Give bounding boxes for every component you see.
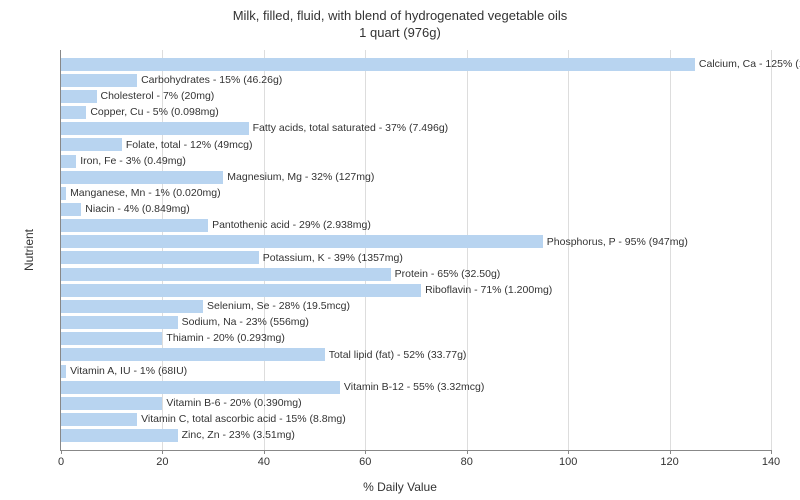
bar-row: Iron, Fe - 3% (0.49mg) — [61, 154, 771, 168]
bar-row: Vitamin C, total ascorbic acid - 15% (8.… — [61, 413, 771, 427]
y-axis-label: Nutrient — [22, 229, 36, 271]
bar-row: Cholesterol - 7% (20mg) — [61, 89, 771, 103]
bar-label: Folate, total - 12% (49mcg) — [126, 140, 253, 151]
chart-title: Milk, filled, fluid, with blend of hydro… — [0, 0, 800, 42]
bar-label: Protein - 65% (32.50g) — [395, 269, 501, 280]
x-tick-label: 120 — [660, 456, 678, 468]
bar — [61, 397, 162, 410]
bar-label: Carbohydrates - 15% (46.26g) — [141, 75, 282, 86]
bar — [61, 171, 223, 184]
x-tick-label: 20 — [156, 456, 168, 468]
bar — [61, 138, 122, 151]
bar-row: Manganese, Mn - 1% (0.020mg) — [61, 186, 771, 200]
bar-label: Vitamin C, total ascorbic acid - 15% (8.… — [141, 414, 346, 425]
bar-label: Calcium, Ca - 125% (1249mg) — [699, 59, 800, 70]
bar-label: Total lipid (fat) - 52% (33.77g) — [329, 350, 467, 361]
bar-label: Iron, Fe - 3% (0.49mg) — [80, 156, 186, 167]
bar-row: Selenium, Se - 28% (19.5mcg) — [61, 299, 771, 313]
x-tick-label: 0 — [58, 456, 64, 468]
x-tick-label: 60 — [359, 456, 371, 468]
bar — [61, 106, 86, 119]
bar-row: Fatty acids, total saturated - 37% (7.49… — [61, 122, 771, 136]
bar-label: Manganese, Mn - 1% (0.020mg) — [70, 188, 221, 199]
bar-row: Vitamin B-12 - 55% (3.32mcg) — [61, 380, 771, 394]
bar — [61, 122, 249, 135]
x-tick-mark — [264, 450, 265, 454]
bar-row: Pantothenic acid - 29% (2.938mg) — [61, 219, 771, 233]
bar-label: Phosphorus, P - 95% (947mg) — [547, 237, 688, 248]
bar — [61, 58, 695, 71]
bar-row: Riboflavin - 71% (1.200mg) — [61, 283, 771, 297]
x-axis-label: % Daily Value — [363, 480, 437, 494]
bar-label: Vitamin B-6 - 20% (0.390mg) — [166, 398, 301, 409]
bar — [61, 348, 325, 361]
title-line-1: Milk, filled, fluid, with blend of hydro… — [233, 8, 568, 23]
bar-label: Potassium, K - 39% (1357mg) — [263, 253, 403, 264]
x-tick-mark — [771, 450, 772, 454]
bar — [61, 74, 137, 87]
bar-row: Zinc, Zn - 23% (3.51mg) — [61, 429, 771, 443]
x-tick-mark — [568, 450, 569, 454]
bar-row: Folate, total - 12% (49mcg) — [61, 138, 771, 152]
bar — [61, 284, 421, 297]
bar — [61, 203, 81, 216]
bar-label: Cholesterol - 7% (20mg) — [101, 91, 215, 102]
bar — [61, 90, 97, 103]
x-tick-mark — [365, 450, 366, 454]
bar — [61, 300, 203, 313]
bar-label: Sodium, Na - 23% (556mg) — [182, 317, 309, 328]
bar-label: Vitamin B-12 - 55% (3.32mcg) — [344, 382, 484, 393]
bar-row: Sodium, Na - 23% (556mg) — [61, 316, 771, 330]
x-tick-mark — [61, 450, 62, 454]
bar-row: Calcium, Ca - 125% (1249mg) — [61, 57, 771, 71]
x-tick-label: 140 — [762, 456, 780, 468]
bar — [61, 187, 66, 200]
title-line-2: 1 quart (976g) — [359, 25, 441, 40]
bar-label: Thiamin - 20% (0.293mg) — [166, 333, 284, 344]
bar — [61, 332, 162, 345]
bar-label: Niacin - 4% (0.849mg) — [85, 204, 189, 215]
bar — [61, 429, 178, 442]
bar — [61, 413, 137, 426]
bar — [61, 365, 66, 378]
bar-label: Pantothenic acid - 29% (2.938mg) — [212, 220, 371, 231]
bar — [61, 316, 178, 329]
x-tick-mark — [162, 450, 163, 454]
x-tick-label: 40 — [258, 456, 270, 468]
bar-label: Riboflavin - 71% (1.200mg) — [425, 285, 552, 296]
bar-label: Copper, Cu - 5% (0.098mg) — [90, 107, 218, 118]
bar-row: Protein - 65% (32.50g) — [61, 267, 771, 281]
bar-row: Magnesium, Mg - 32% (127mg) — [61, 170, 771, 184]
bar — [61, 381, 340, 394]
x-tick-mark — [467, 450, 468, 454]
bar-row: Total lipid (fat) - 52% (33.77g) — [61, 348, 771, 362]
bar-row: Thiamin - 20% (0.293mg) — [61, 332, 771, 346]
bar-label: Selenium, Se - 28% (19.5mcg) — [207, 301, 350, 312]
nutrition-chart: Milk, filled, fluid, with blend of hydro… — [0, 0, 800, 500]
bar-row: Phosphorus, P - 95% (947mg) — [61, 235, 771, 249]
bar — [61, 219, 208, 232]
x-tick-label: 100 — [559, 456, 577, 468]
bar-row: Vitamin B-6 - 20% (0.390mg) — [61, 396, 771, 410]
bar-row: Vitamin A, IU - 1% (68IU) — [61, 364, 771, 378]
bar-row: Copper, Cu - 5% (0.098mg) — [61, 106, 771, 120]
plot-area: 020406080100120140 Calcium, Ca - 125% (1… — [60, 50, 771, 451]
bar-row: Carbohydrates - 15% (46.26g) — [61, 73, 771, 87]
bars-wrapper: Calcium, Ca - 125% (1249mg) Carbohydrates… — [61, 56, 771, 444]
x-tick-mark — [670, 450, 671, 454]
x-tick-label: 80 — [461, 456, 473, 468]
bar-label: Magnesium, Mg - 32% (127mg) — [227, 172, 374, 183]
bar-row: Niacin - 4% (0.849mg) — [61, 202, 771, 216]
bar-label: Fatty acids, total saturated - 37% (7.49… — [253, 123, 449, 134]
bar — [61, 251, 259, 264]
gridline — [771, 50, 772, 450]
bar-row: Potassium, K - 39% (1357mg) — [61, 251, 771, 265]
bar-label: Zinc, Zn - 23% (3.51mg) — [182, 430, 295, 441]
bar — [61, 155, 76, 168]
bar — [61, 235, 543, 248]
bar-label: Vitamin A, IU - 1% (68IU) — [70, 366, 187, 377]
bar — [61, 268, 391, 281]
